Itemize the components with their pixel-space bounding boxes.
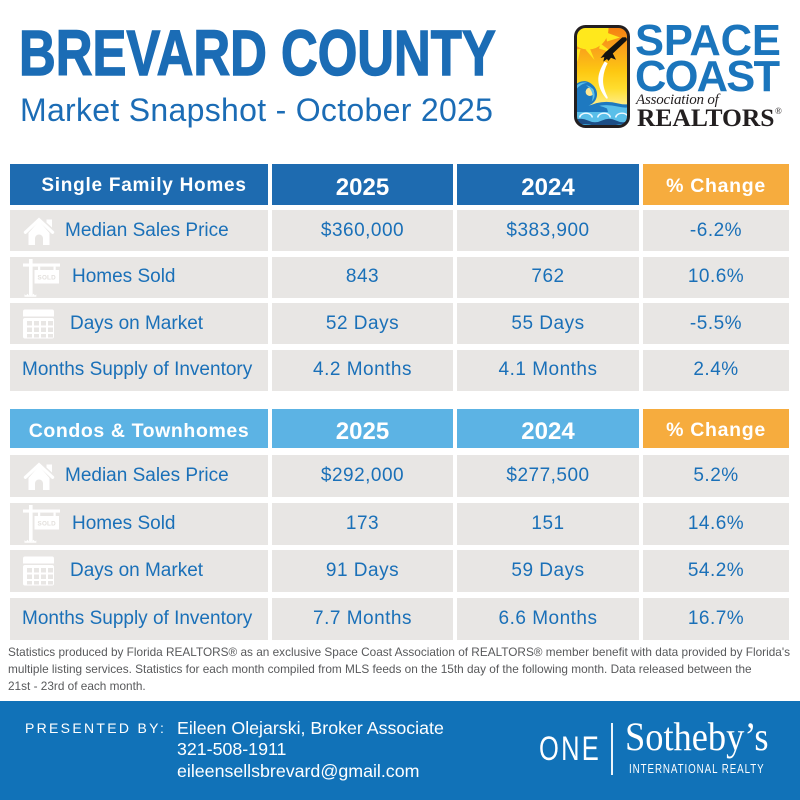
svg-text:SOLD: SOLD bbox=[38, 520, 57, 527]
svg-text:SOLD: SOLD bbox=[38, 274, 57, 281]
